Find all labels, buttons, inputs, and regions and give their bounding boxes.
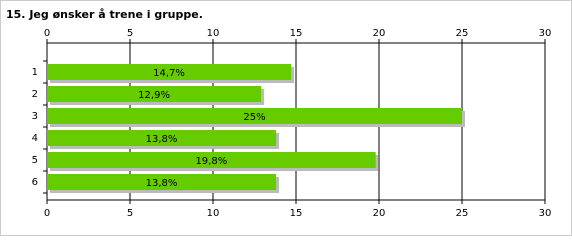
chart-title: 15. Jeg ønsker å trene i gruppe. bbox=[6, 8, 203, 21]
value-label: 25% bbox=[243, 112, 265, 123]
x-tick-label-bottom: 10 bbox=[207, 208, 220, 219]
x-tick-label-bottom: 25 bbox=[456, 208, 469, 219]
x-tick-label-bottom: 20 bbox=[373, 208, 386, 219]
y-tick-label: 4 bbox=[32, 133, 38, 144]
y-tick-label: 6 bbox=[32, 177, 38, 188]
x-tick-label-bottom: 5 bbox=[127, 208, 133, 219]
x-tick-label-top: 0 bbox=[44, 28, 50, 39]
x-tick-label-top: 10 bbox=[207, 28, 220, 39]
value-label: 12,9% bbox=[138, 90, 170, 101]
x-tick-label-bottom: 0 bbox=[44, 208, 50, 219]
y-tick-label: 5 bbox=[32, 155, 38, 166]
x-tick-label-top: 30 bbox=[539, 28, 552, 39]
x-tick-label-bottom: 15 bbox=[290, 208, 303, 219]
x-tick-label-bottom: 30 bbox=[539, 208, 552, 219]
y-tick-label: 1 bbox=[32, 67, 38, 78]
bar bbox=[47, 86, 262, 102]
bar bbox=[47, 130, 277, 146]
y-tick-label: 3 bbox=[32, 111, 38, 122]
bar bbox=[47, 152, 376, 168]
x-tick-label-top: 20 bbox=[373, 28, 386, 39]
x-tick-label-top: 15 bbox=[290, 28, 303, 39]
bar bbox=[47, 174, 277, 190]
bar bbox=[47, 108, 462, 124]
x-tick-label-top: 25 bbox=[456, 28, 469, 39]
value-label: 13,8% bbox=[146, 134, 178, 145]
value-label: 13,8% bbox=[146, 178, 178, 189]
value-label: 14,7% bbox=[153, 68, 185, 79]
y-tick-label: 2 bbox=[32, 89, 38, 100]
value-label: 19,8% bbox=[195, 156, 227, 167]
bar bbox=[47, 64, 292, 80]
x-tick-label-top: 5 bbox=[127, 28, 133, 39]
